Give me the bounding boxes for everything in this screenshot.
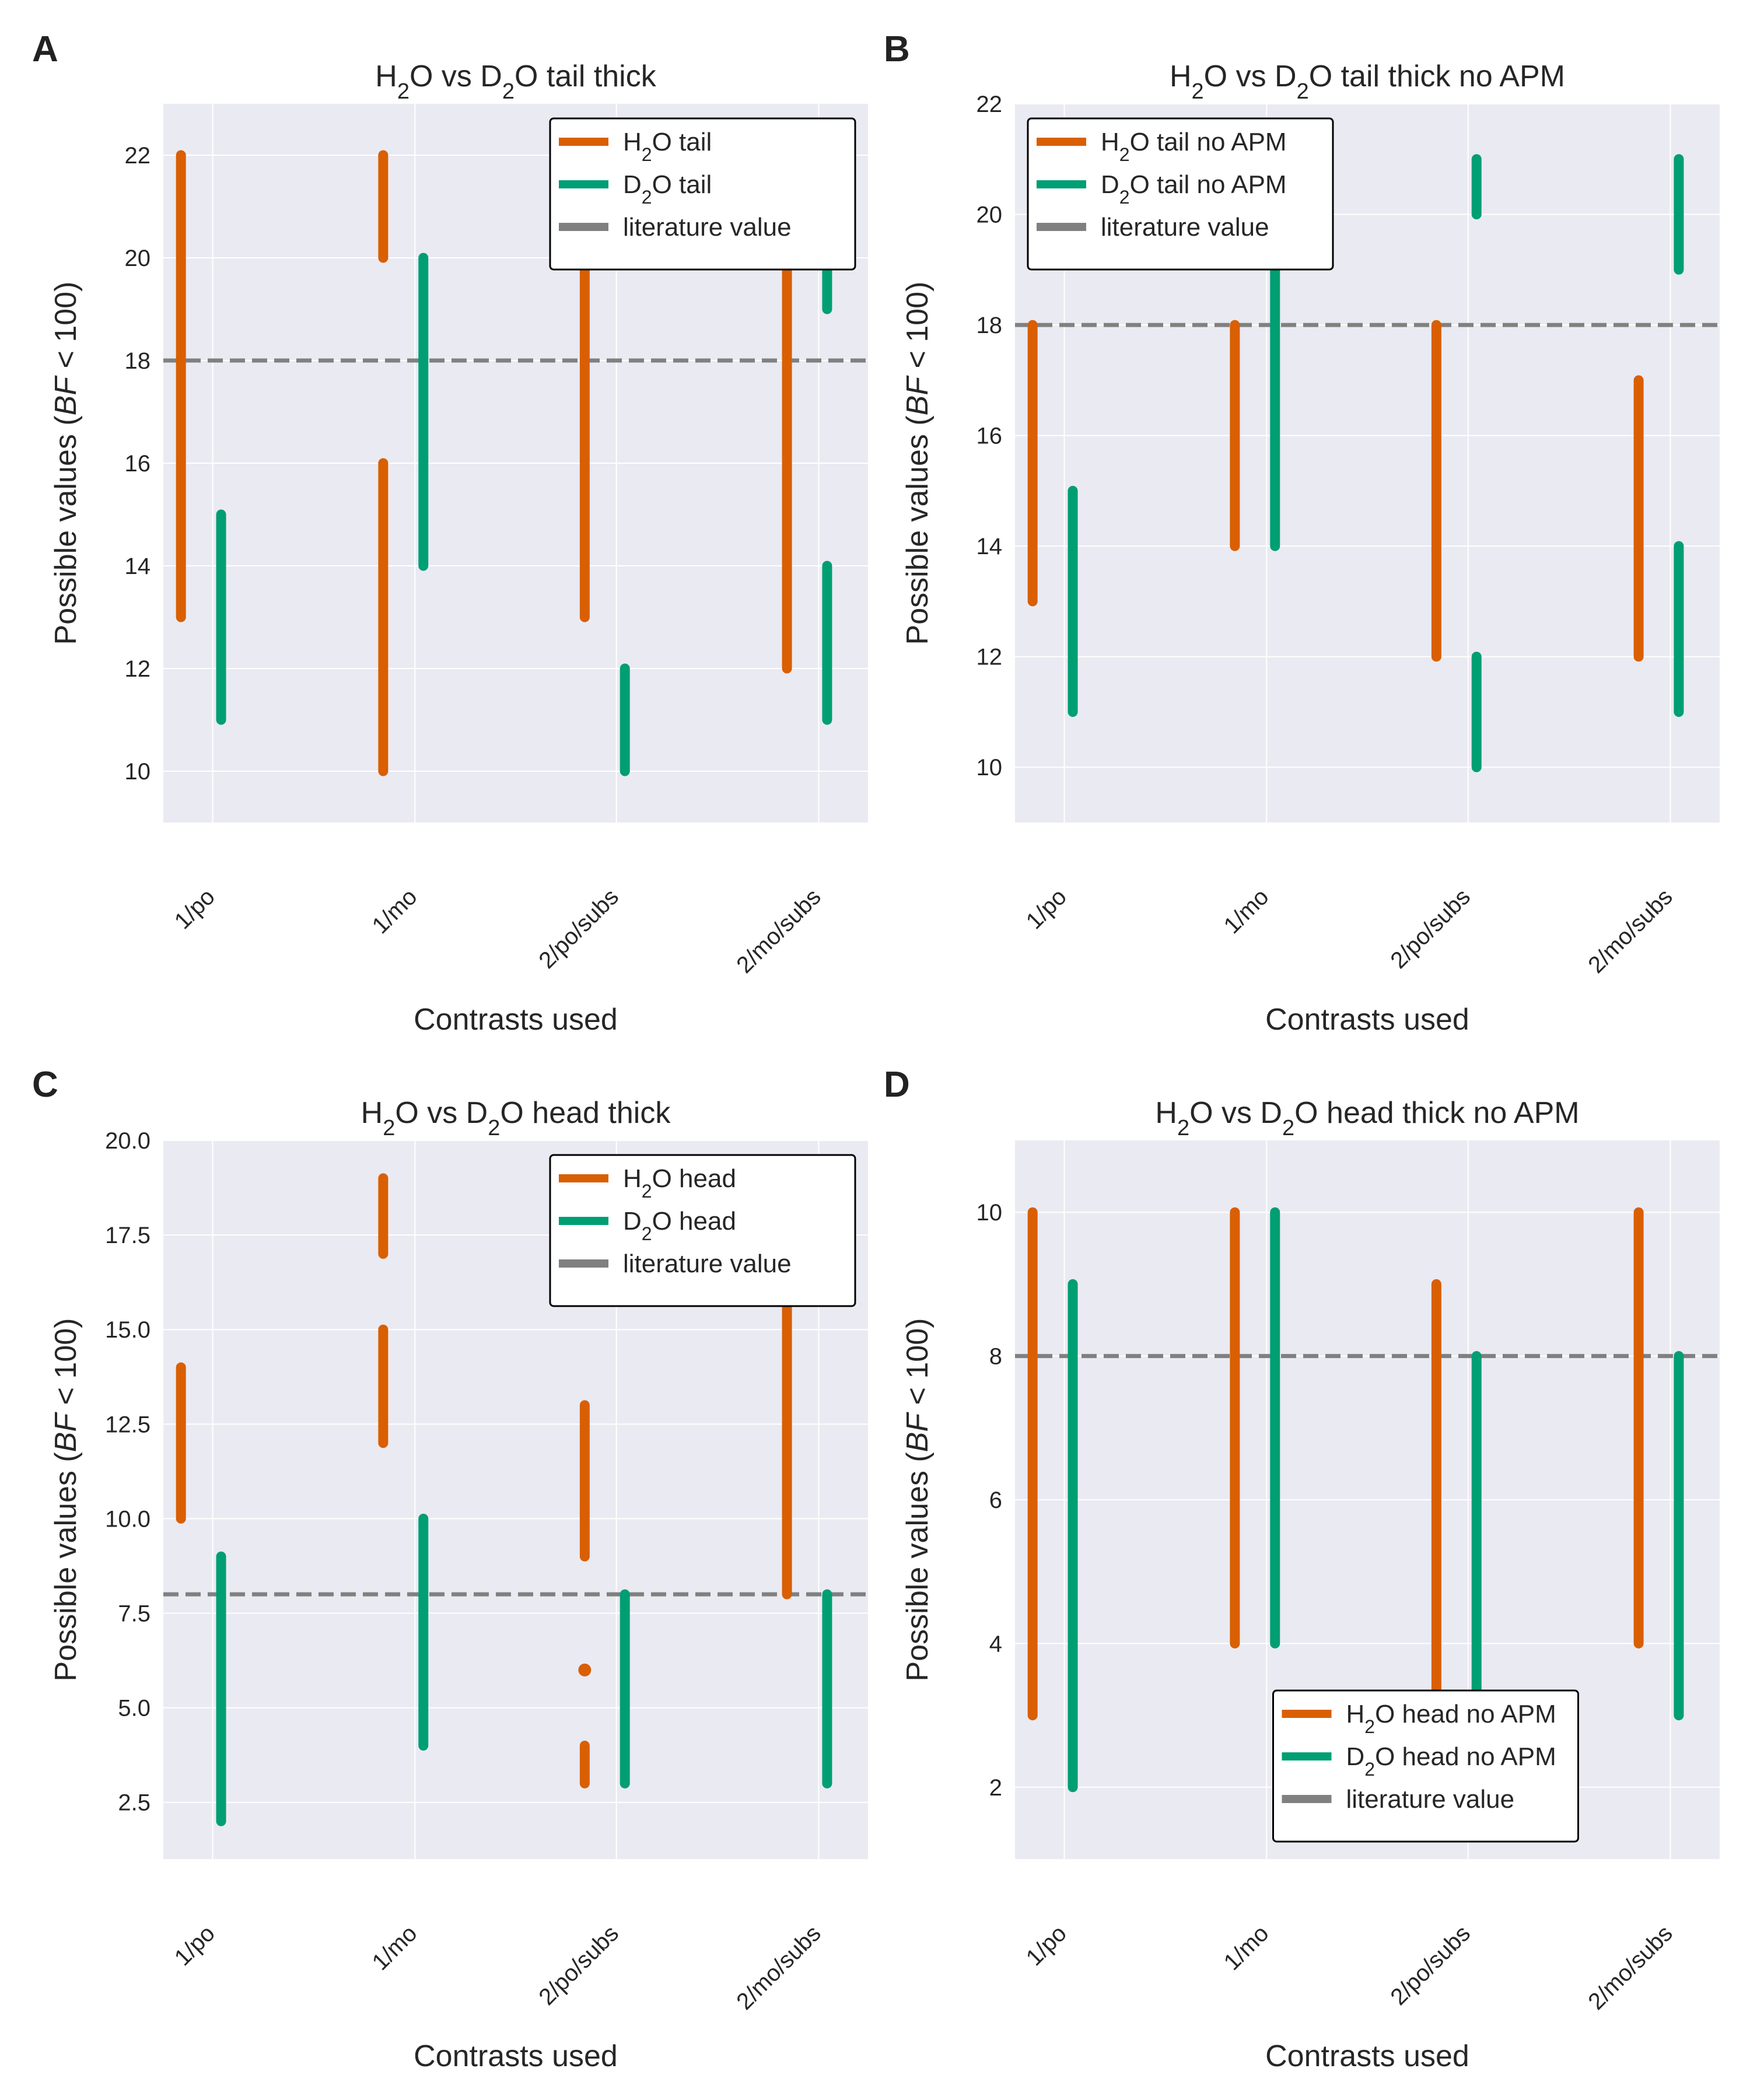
y-tick-label: 20 <box>977 202 1003 228</box>
x-axis-label: Contrasts used <box>414 1003 618 1037</box>
x-axis-label: Contrasts used <box>1265 2039 1469 2073</box>
panel-B: 10 12 14 16 18 20 22 1/po 1/mo 2/po/subs 2/mo/subs… <box>884 29 1720 1037</box>
legend-box <box>549 1154 856 1307</box>
y-tick-label: 18 <box>977 313 1003 338</box>
panel-title: H2O vs D2O head thick no APM <box>1155 1096 1579 1140</box>
legend-label: literature value <box>1101 213 1269 242</box>
panel-D: 2 4 6 8 10 1/po 1/mo 2/po/subs 2/mo/subs H2O vs D… <box>884 1065 1720 2073</box>
panel-letter: A <box>32 29 58 69</box>
x-tick-label: 2/po/subs <box>534 884 624 974</box>
panel-C: 2.5 5.0 7.5 10.0 12.5 15.0 17.5 20.0 1/po 1/mo 2/p… <box>32 1065 868 2073</box>
y-tick-label: 16 <box>125 451 151 477</box>
x-tick-label: 1/mo <box>1219 884 1274 939</box>
panel-title: H2O vs D2O head thick <box>361 1096 671 1140</box>
y-tick-label: 7.5 <box>118 1601 150 1627</box>
legend-box <box>1027 117 1334 271</box>
y-tick-label: 20.0 <box>105 1128 150 1154</box>
legend-label: literature value <box>1346 1785 1515 1814</box>
y-tick-label: 20 <box>125 246 151 271</box>
y-tick-label: 10 <box>977 1200 1003 1226</box>
x-tick-label: 1/mo <box>368 884 422 939</box>
x-axis-label: Contrasts used <box>1265 1003 1469 1037</box>
y-axis-label: Possible values (BF < 100) <box>49 282 83 645</box>
x-tick-label: 2/mo/subs <box>1583 884 1678 978</box>
x-tick-label: 2/mo/subs <box>732 884 826 978</box>
x-tick-label: 1/mo <box>1219 1920 1274 1975</box>
legend-box <box>1272 1689 1579 1843</box>
y-tick-label: 10 <box>125 759 151 785</box>
panel-letter: C <box>32 1065 58 1105</box>
x-tick-label: 2/mo/subs <box>1583 1920 1678 2015</box>
legend-box <box>549 117 856 271</box>
legend-label: literature value <box>623 1250 792 1278</box>
x-tick-label: 1/po <box>170 884 220 934</box>
y-tick-label: 14 <box>977 534 1003 559</box>
y-tick-label: 17.5 <box>105 1223 150 1248</box>
y-tick-label: 2.5 <box>118 1790 150 1816</box>
y-tick-label: 22 <box>977 92 1003 117</box>
panel-title: H2O vs D2O tail thick no APM <box>1170 60 1565 104</box>
y-tick-label: 4 <box>989 1631 1002 1657</box>
y-tick-label: 2 <box>989 1775 1002 1801</box>
y-tick-label: 22 <box>125 143 151 169</box>
legend-label: literature value <box>623 213 792 242</box>
y-tick-label: 18 <box>125 348 151 374</box>
y-tick-label: 10.0 <box>105 1506 150 1532</box>
y-tick-label: 8 <box>989 1344 1002 1370</box>
y-tick-label: 15.0 <box>105 1317 150 1343</box>
y-tick-label: 16 <box>977 424 1003 449</box>
y-tick-label: 5.0 <box>118 1696 150 1721</box>
panel-title: H2O vs D2O tail thick <box>375 60 656 104</box>
panel-A: 10 12 14 16 18 20 22 1/po 1/mo 2/po/subs 2/mo/subs… <box>32 29 868 1037</box>
range-point <box>578 1663 592 1676</box>
x-tick-label: 2/po/subs <box>1385 884 1475 974</box>
y-axis-label: Possible values (BF < 100) <box>901 1318 935 1682</box>
panel-letter: D <box>884 1065 910 1105</box>
x-tick-label: 2/mo/subs <box>732 1920 826 2015</box>
y-tick-label: 6 <box>989 1488 1002 1513</box>
x-tick-label: 1/po <box>1021 1920 1072 1971</box>
y-axis-label: Possible values (BF < 100) <box>49 1318 83 1682</box>
y-tick-label: 12 <box>977 645 1003 670</box>
x-axis-label: Contrasts used <box>414 2039 618 2073</box>
y-axis-label: Possible values (BF < 100) <box>901 282 935 645</box>
y-tick-label: 12.5 <box>105 1412 150 1437</box>
y-tick-label: 12 <box>125 656 151 682</box>
y-tick-label: 10 <box>977 755 1003 780</box>
panel-letter: B <box>884 29 910 69</box>
x-tick-label: 1/mo <box>368 1920 422 1975</box>
y-tick-label: 14 <box>125 554 151 579</box>
x-tick-label: 1/po <box>1021 884 1072 934</box>
x-tick-label: 2/po/subs <box>1385 1920 1475 2010</box>
x-tick-label: 1/po <box>170 1920 220 1971</box>
x-tick-label: 2/po/subs <box>534 1920 624 2010</box>
